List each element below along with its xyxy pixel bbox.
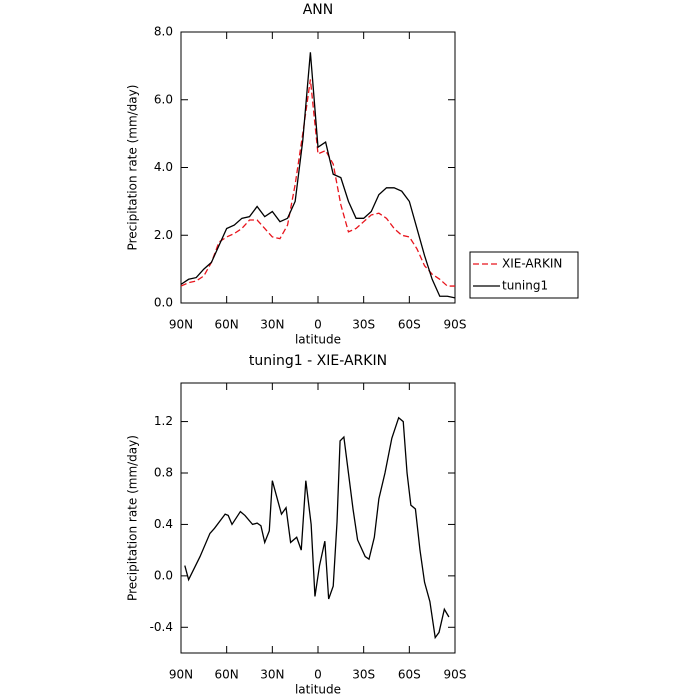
y-tick-label: 0.4 xyxy=(154,517,173,531)
x-tick-label: 30S xyxy=(352,668,375,682)
x-tick-label: 30N xyxy=(260,668,284,682)
y-tick-label: 6.0 xyxy=(154,92,173,106)
x-tick-label: 90N xyxy=(169,318,193,332)
x-tick-label: 90S xyxy=(444,668,467,682)
y-tick-label: 0.0 xyxy=(154,296,173,310)
legend-label: XIE-ARKIN xyxy=(502,257,562,271)
x-tick-label: 60N xyxy=(215,318,239,332)
x-tick-label: 60N xyxy=(215,668,239,682)
x-tick-label: 30N xyxy=(260,318,284,332)
x-tick-label: 60S xyxy=(398,668,421,682)
legend-label: tuning1 xyxy=(502,279,548,293)
legend-box xyxy=(469,251,579,299)
x-axis-label: latitude xyxy=(295,683,341,697)
plot-frame xyxy=(180,31,456,304)
x-tick-label: 0 xyxy=(314,668,322,682)
y-axis-label: Precipitation rate (mm/day) xyxy=(126,435,140,601)
series-line xyxy=(180,52,456,299)
x-tick-label: 30S xyxy=(352,318,375,332)
y-axis-label: Precipitation rate (mm/day) xyxy=(126,85,140,251)
y-tick-label: -0.4 xyxy=(150,620,173,634)
y-tick-label: 0.8 xyxy=(154,466,173,480)
x-axis-label: latitude xyxy=(295,333,341,347)
y-tick-label: 1.2 xyxy=(154,414,173,428)
x-tick-label: 90S xyxy=(444,318,467,332)
series-line xyxy=(180,79,455,287)
y-tick-label: 4.0 xyxy=(154,160,173,174)
x-tick-label: 60S xyxy=(398,318,421,332)
x-tick-label: 0 xyxy=(314,318,322,332)
series-line xyxy=(184,416,450,640)
chart-title: ANN xyxy=(303,2,334,18)
y-tick-label: 8.0 xyxy=(154,25,173,39)
x-tick-label: 90N xyxy=(169,668,193,682)
chart-title: tuning1 - XIE-ARKIN xyxy=(249,353,387,369)
y-tick-label: 0.0 xyxy=(154,568,173,582)
y-tick-label: 2.0 xyxy=(154,228,173,242)
